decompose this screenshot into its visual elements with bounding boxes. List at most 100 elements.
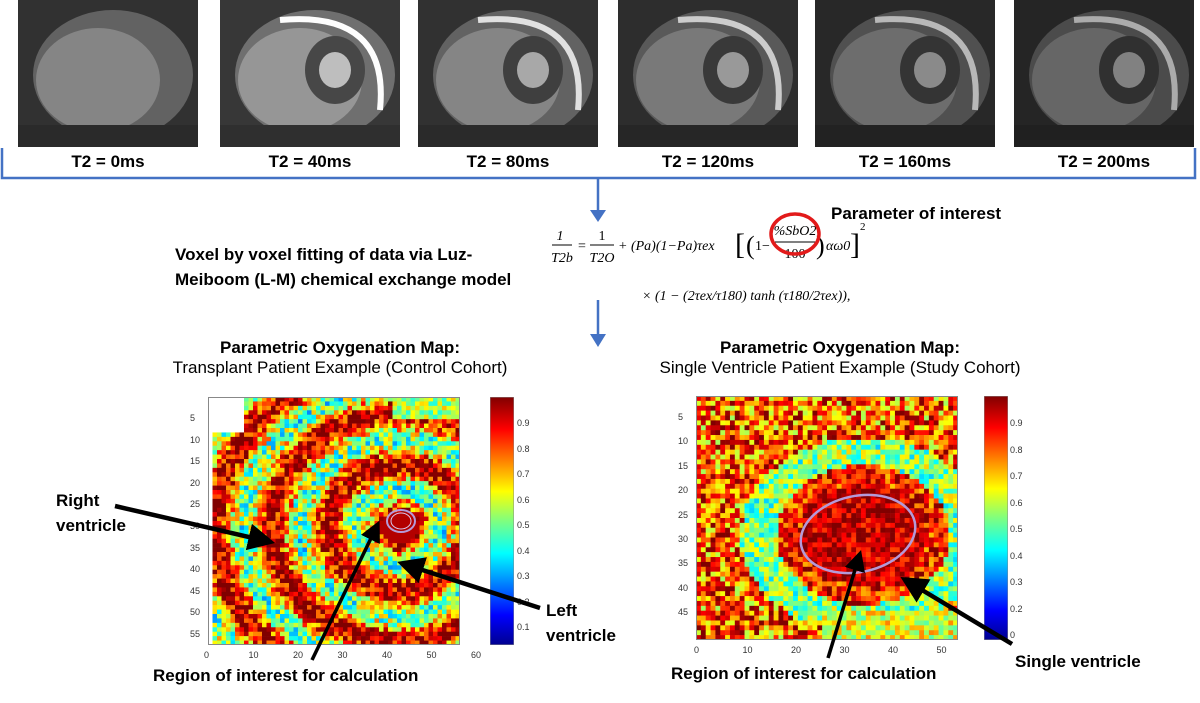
left-y-tick: 45	[190, 585, 201, 596]
left-colorbar	[490, 397, 514, 645]
right-colorbar-tick: 0.7	[1010, 471, 1023, 481]
right-colorbar-tick: 0.8	[1010, 444, 1023, 455]
single-ventricle-arrow	[900, 577, 1014, 646]
left-map-header: Parametric Oxygenation Map: Transplant P…	[140, 338, 540, 378]
right-colorbar-tick: 0.5	[1010, 524, 1023, 534]
left-x-tick: 40	[382, 650, 393, 660]
mri-label-6: T2 = 200ms	[1057, 152, 1151, 171]
left-ventricle-label: Left ventricle	[546, 601, 616, 645]
left-colorbar-tick: 0.3	[517, 571, 530, 581]
left-map-title: Parametric Oxygenation Map:	[220, 338, 460, 357]
right-map-title: Parametric Oxygenation Map:	[720, 338, 960, 357]
right-map-subtitle: Single Ventricle Patient Example (Study …	[659, 358, 1021, 377]
svg-text:2: 2	[860, 221, 866, 233]
formula-term: + (Pa)(1−Pa)τex	[618, 239, 715, 254]
left-heatmap	[208, 397, 460, 645]
left-x-tick: 0	[204, 650, 210, 660]
mri-image-2	[220, 0, 400, 147]
right-colorbar-tick: 0.2	[1010, 603, 1023, 614]
left-colorbar-tick: 0.9	[517, 418, 530, 428]
left-map-subtitle: Transplant Patient Example (Control Coho…	[172, 358, 508, 377]
right-x-tick: 40	[888, 645, 899, 655]
left-x-tick: 20	[293, 650, 304, 660]
right-x-tick: 30	[839, 645, 850, 655]
mri-image-3	[418, 0, 598, 147]
method-description: Voxel by voxel fitting of data via Luz- …	[175, 242, 511, 292]
left-y-tick: 55	[190, 629, 201, 639]
right-x-tick: 20	[791, 645, 802, 655]
right-y-tick: 35	[678, 558, 689, 569]
right-colorbar-tick: 0.6	[1010, 497, 1023, 508]
svg-text:1−: 1−	[755, 239, 770, 254]
right-y-tick: 30	[678, 534, 689, 544]
formula-lhs-num: 1	[557, 229, 564, 244]
left-y-tick: 40	[190, 564, 201, 575]
single-ventricle-label: Single ventricle	[1015, 652, 1141, 671]
left-x-tick: 10	[248, 650, 259, 660]
mri-label-3: T2 = 80ms	[466, 152, 550, 171]
mri-label-2: T2 = 40ms	[268, 152, 352, 171]
right-y-tick: 5	[678, 412, 684, 422]
right-x-tick: 0	[694, 645, 700, 655]
right-colorbar-tick: 0.4	[1010, 550, 1023, 561]
right-colorbar-tick: 0	[1010, 630, 1016, 640]
lm-formula: 1 T2b = 1 T2O + (Pa)(1−Pa)τex [ ( 1− %Sb…	[551, 212, 866, 304]
right-y-tick: 15	[678, 460, 689, 471]
svg-text:): )	[816, 231, 825, 260]
highlight-circle	[769, 212, 821, 256]
right-map-header: Parametric Oxygenation Map: Single Ventr…	[630, 338, 1050, 378]
mri-label-4: T2 = 120ms	[661, 152, 755, 171]
formula-highlight: %SbO2	[774, 224, 817, 239]
mri-image-1	[18, 0, 198, 147]
left-roi-arrow	[310, 520, 380, 661]
left-colorbar-tick: 0.8	[517, 443, 530, 454]
right-x-tick: 50	[936, 645, 947, 655]
mri-label-1: T2 = 0ms	[71, 152, 145, 171]
mri-image-5	[815, 0, 995, 147]
svg-text:]: ]	[850, 228, 860, 261]
mri-label-5: T2 = 160ms	[858, 152, 952, 171]
right-x-tick: 10	[742, 645, 753, 655]
right-y-tick: 20	[678, 485, 689, 496]
right-roi-label: Region of interest for calculation	[671, 664, 937, 683]
right-y-tick: 10	[678, 436, 689, 447]
left-ventricle-arrow	[397, 557, 541, 611]
method-line-1: Voxel by voxel fitting of data via Luz-	[175, 245, 473, 264]
right-ventricle-arrow	[114, 503, 276, 551]
left-x-tick: 60	[471, 650, 482, 660]
mri-image-6	[1014, 0, 1194, 147]
left-y-tick: 35	[190, 542, 201, 553]
right-y-tick: 45	[678, 607, 689, 618]
left-colorbar-tick: 0.7	[517, 469, 530, 479]
right-colorbar-tick: 0.9	[1010, 418, 1023, 428]
left-y-tick: 15	[190, 456, 201, 467]
right-y-tick: 25	[678, 509, 689, 520]
left-colorbar-tick: 0.1	[517, 622, 530, 632]
left-x-tick: 30	[337, 650, 348, 660]
formula-rhs-den: T2O	[590, 251, 615, 266]
right-colorbar	[984, 396, 1008, 640]
left-roi-label: Region of interest for calculation	[153, 666, 419, 685]
svg-text:[: [	[735, 228, 745, 261]
formula-line2: × (1 − (2τex/τ180) tanh (τ180/2τex)),	[642, 289, 850, 304]
left-y-tick: 10	[190, 434, 201, 445]
left-colorbar-tick: 0.6	[517, 494, 530, 505]
mri-image-4	[618, 0, 798, 147]
right-roi-arrow	[826, 549, 865, 659]
formula-tail: αω0	[826, 239, 850, 254]
method-line-2: Meiboom (L-M) chemical exchange model	[175, 270, 512, 289]
parameter-of-interest-label: Parameter of interest	[831, 204, 1002, 223]
left-x-tick: 50	[426, 650, 437, 660]
left-colorbar-tick: 0.4	[517, 545, 530, 556]
formula-lhs-den: T2b	[551, 251, 573, 266]
right-roi-ellipse	[799, 493, 917, 575]
left-y-tick: 25	[190, 499, 201, 510]
left-y-tick: 5	[190, 413, 196, 423]
svg-text:(: (	[746, 231, 755, 260]
left-colorbar-tick: 0.5	[517, 520, 530, 530]
left-y-tick: 20	[190, 477, 201, 488]
left-roi-ellipse	[386, 509, 416, 533]
svg-text:=: =	[578, 239, 586, 254]
